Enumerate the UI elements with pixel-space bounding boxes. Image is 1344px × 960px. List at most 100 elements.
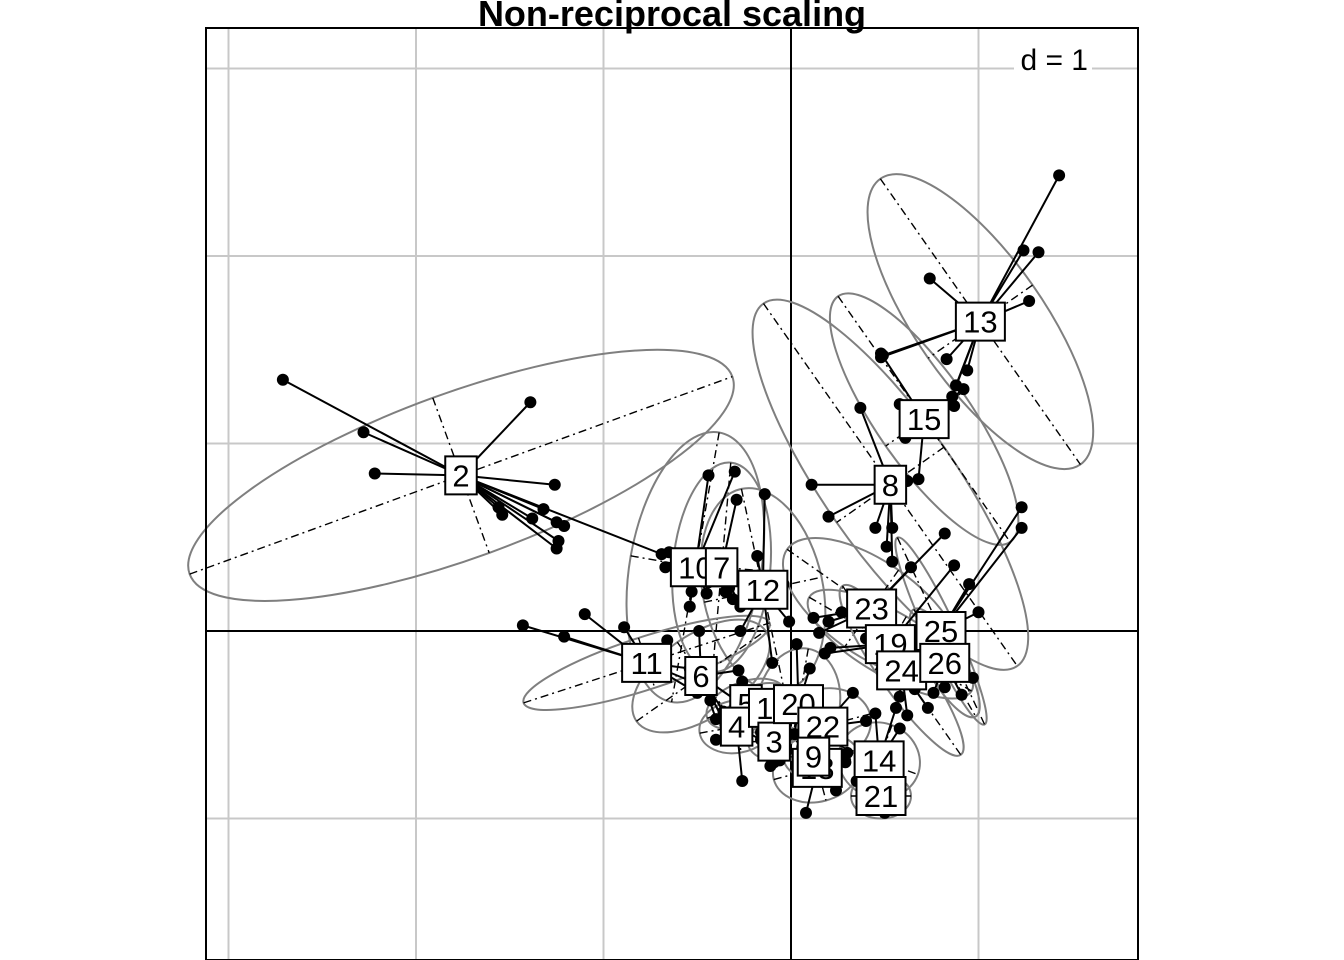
group-label-box	[757, 721, 791, 762]
group-label-6: 6	[684, 656, 718, 696]
group-label-text: 14	[862, 743, 896, 778]
data-point-group-26	[955, 688, 968, 701]
data-point-group-2	[276, 373, 289, 386]
data-point-group-11	[516, 619, 529, 632]
ellipse-minor-axis-group-18	[807, 735, 827, 801]
data-point-group-8	[869, 521, 882, 534]
group-label-text: 1	[756, 691, 773, 726]
data-point-group-23	[822, 615, 835, 628]
group-label-text: 23	[854, 592, 888, 627]
group-label-12: 12	[737, 569, 789, 610]
data-point-group-8	[854, 401, 867, 414]
label-layer: 210712116541320221891421815132319242526	[444, 301, 1006, 816]
axes-layer	[206, 28, 1138, 960]
group-label-box	[954, 301, 1006, 342]
data-point-group-2	[496, 508, 509, 521]
group-label-box	[621, 642, 673, 683]
data-point-group-2	[526, 512, 539, 525]
grid-scale-label: d = 1	[1020, 44, 1088, 77]
grid-scale-legend: d = 1	[1014, 42, 1092, 77]
data-point-group-2	[524, 396, 537, 409]
group-label-box	[444, 455, 478, 496]
data-point-group-12	[783, 615, 796, 628]
data-point-group-26	[927, 686, 940, 699]
data-point-group-7	[730, 493, 743, 506]
data-point-group-19	[948, 559, 961, 572]
group-label-14: 14	[853, 740, 905, 781]
data-point-group-6	[704, 694, 717, 707]
data-point-group-10	[659, 561, 672, 574]
data-point-group-24	[901, 709, 914, 722]
data-point-group-14	[869, 707, 882, 720]
data-point-group-25	[963, 578, 976, 591]
group-label-box	[873, 464, 908, 505]
group-label-24: 24	[876, 650, 928, 691]
group-label-text: 6	[692, 659, 709, 694]
data-point-group-2	[550, 542, 563, 555]
data-point-group-18	[800, 806, 812, 819]
grid-layer	[206, 28, 1138, 960]
group-label-13: 13	[954, 301, 1006, 342]
group-label-11: 11	[621, 642, 673, 683]
data-point-group-13	[961, 364, 974, 377]
data-point-group-15	[948, 400, 961, 412]
data-point-group-14	[890, 701, 902, 714]
data-point-group-13	[1017, 244, 1030, 257]
group-label-text: 11	[631, 646, 663, 681]
data-point-group-25	[1015, 501, 1028, 514]
data-point-group-10	[700, 587, 713, 600]
data-point-group-8	[805, 478, 818, 491]
data-point-group-20	[803, 662, 816, 675]
star-segment-group-2	[460, 474, 565, 527]
data-point-group-13	[1053, 169, 1066, 182]
data-point-group-10	[702, 469, 715, 482]
ellipse-minor-axis-group-10	[670, 432, 720, 703]
group-label-9: 9	[796, 736, 831, 777]
data-point-group-13	[1023, 295, 1036, 307]
group-label-23: 23	[846, 588, 898, 629]
chart-title: Non-reciprocal scaling	[478, 0, 866, 34]
data-point-group-24	[893, 690, 906, 703]
group-label-text: 12	[746, 573, 780, 608]
group-label-text: 3	[766, 725, 783, 760]
data-point-group-8	[886, 521, 899, 534]
data-point-group-23	[813, 626, 826, 639]
data-point-group-11	[618, 621, 631, 634]
group-label-2: 2	[444, 455, 478, 496]
group-label-text: 13	[963, 305, 997, 340]
data-point-group-23	[938, 527, 951, 540]
data-point-group-7	[719, 585, 732, 598]
group-label-box	[719, 706, 754, 747]
data-point-group-13	[1032, 246, 1045, 259]
group-label-text: 8	[882, 468, 899, 503]
data-point-group-4	[710, 733, 722, 746]
ellipse-minor-axis-group-15	[885, 391, 963, 447]
group-label-text: 4	[728, 710, 745, 745]
group-label-text: 26	[928, 646, 962, 681]
data-point-group-6	[710, 713, 722, 726]
group-label-21: 21	[855, 776, 907, 816]
group-label-box	[796, 736, 831, 777]
data-point-group-13	[875, 351, 887, 364]
data-point-group-8	[822, 510, 835, 523]
data-point-group-25	[972, 606, 985, 619]
data-point-group-2	[368, 467, 381, 480]
group-label-box	[876, 650, 928, 691]
data-point-group-20	[790, 638, 803, 651]
data-point-group-14	[893, 722, 906, 735]
data-point-group-8	[886, 555, 899, 568]
ellipse-minor-axis-group-8	[836, 446, 945, 523]
group-label-8: 8	[873, 464, 908, 505]
grid-scale-legend-bg	[1014, 42, 1092, 76]
plot-frame	[205, 27, 1139, 960]
data-point-group-4	[736, 775, 749, 787]
data-point-group-15	[912, 473, 925, 486]
group-label-text: 21	[864, 779, 898, 814]
data-point-group-2	[548, 478, 561, 491]
data-point-group-10	[728, 465, 741, 478]
data-point-group-6	[693, 625, 706, 637]
group-label-box	[846, 588, 898, 629]
group-label-box	[919, 642, 971, 683]
data-point-group-12	[766, 656, 779, 669]
